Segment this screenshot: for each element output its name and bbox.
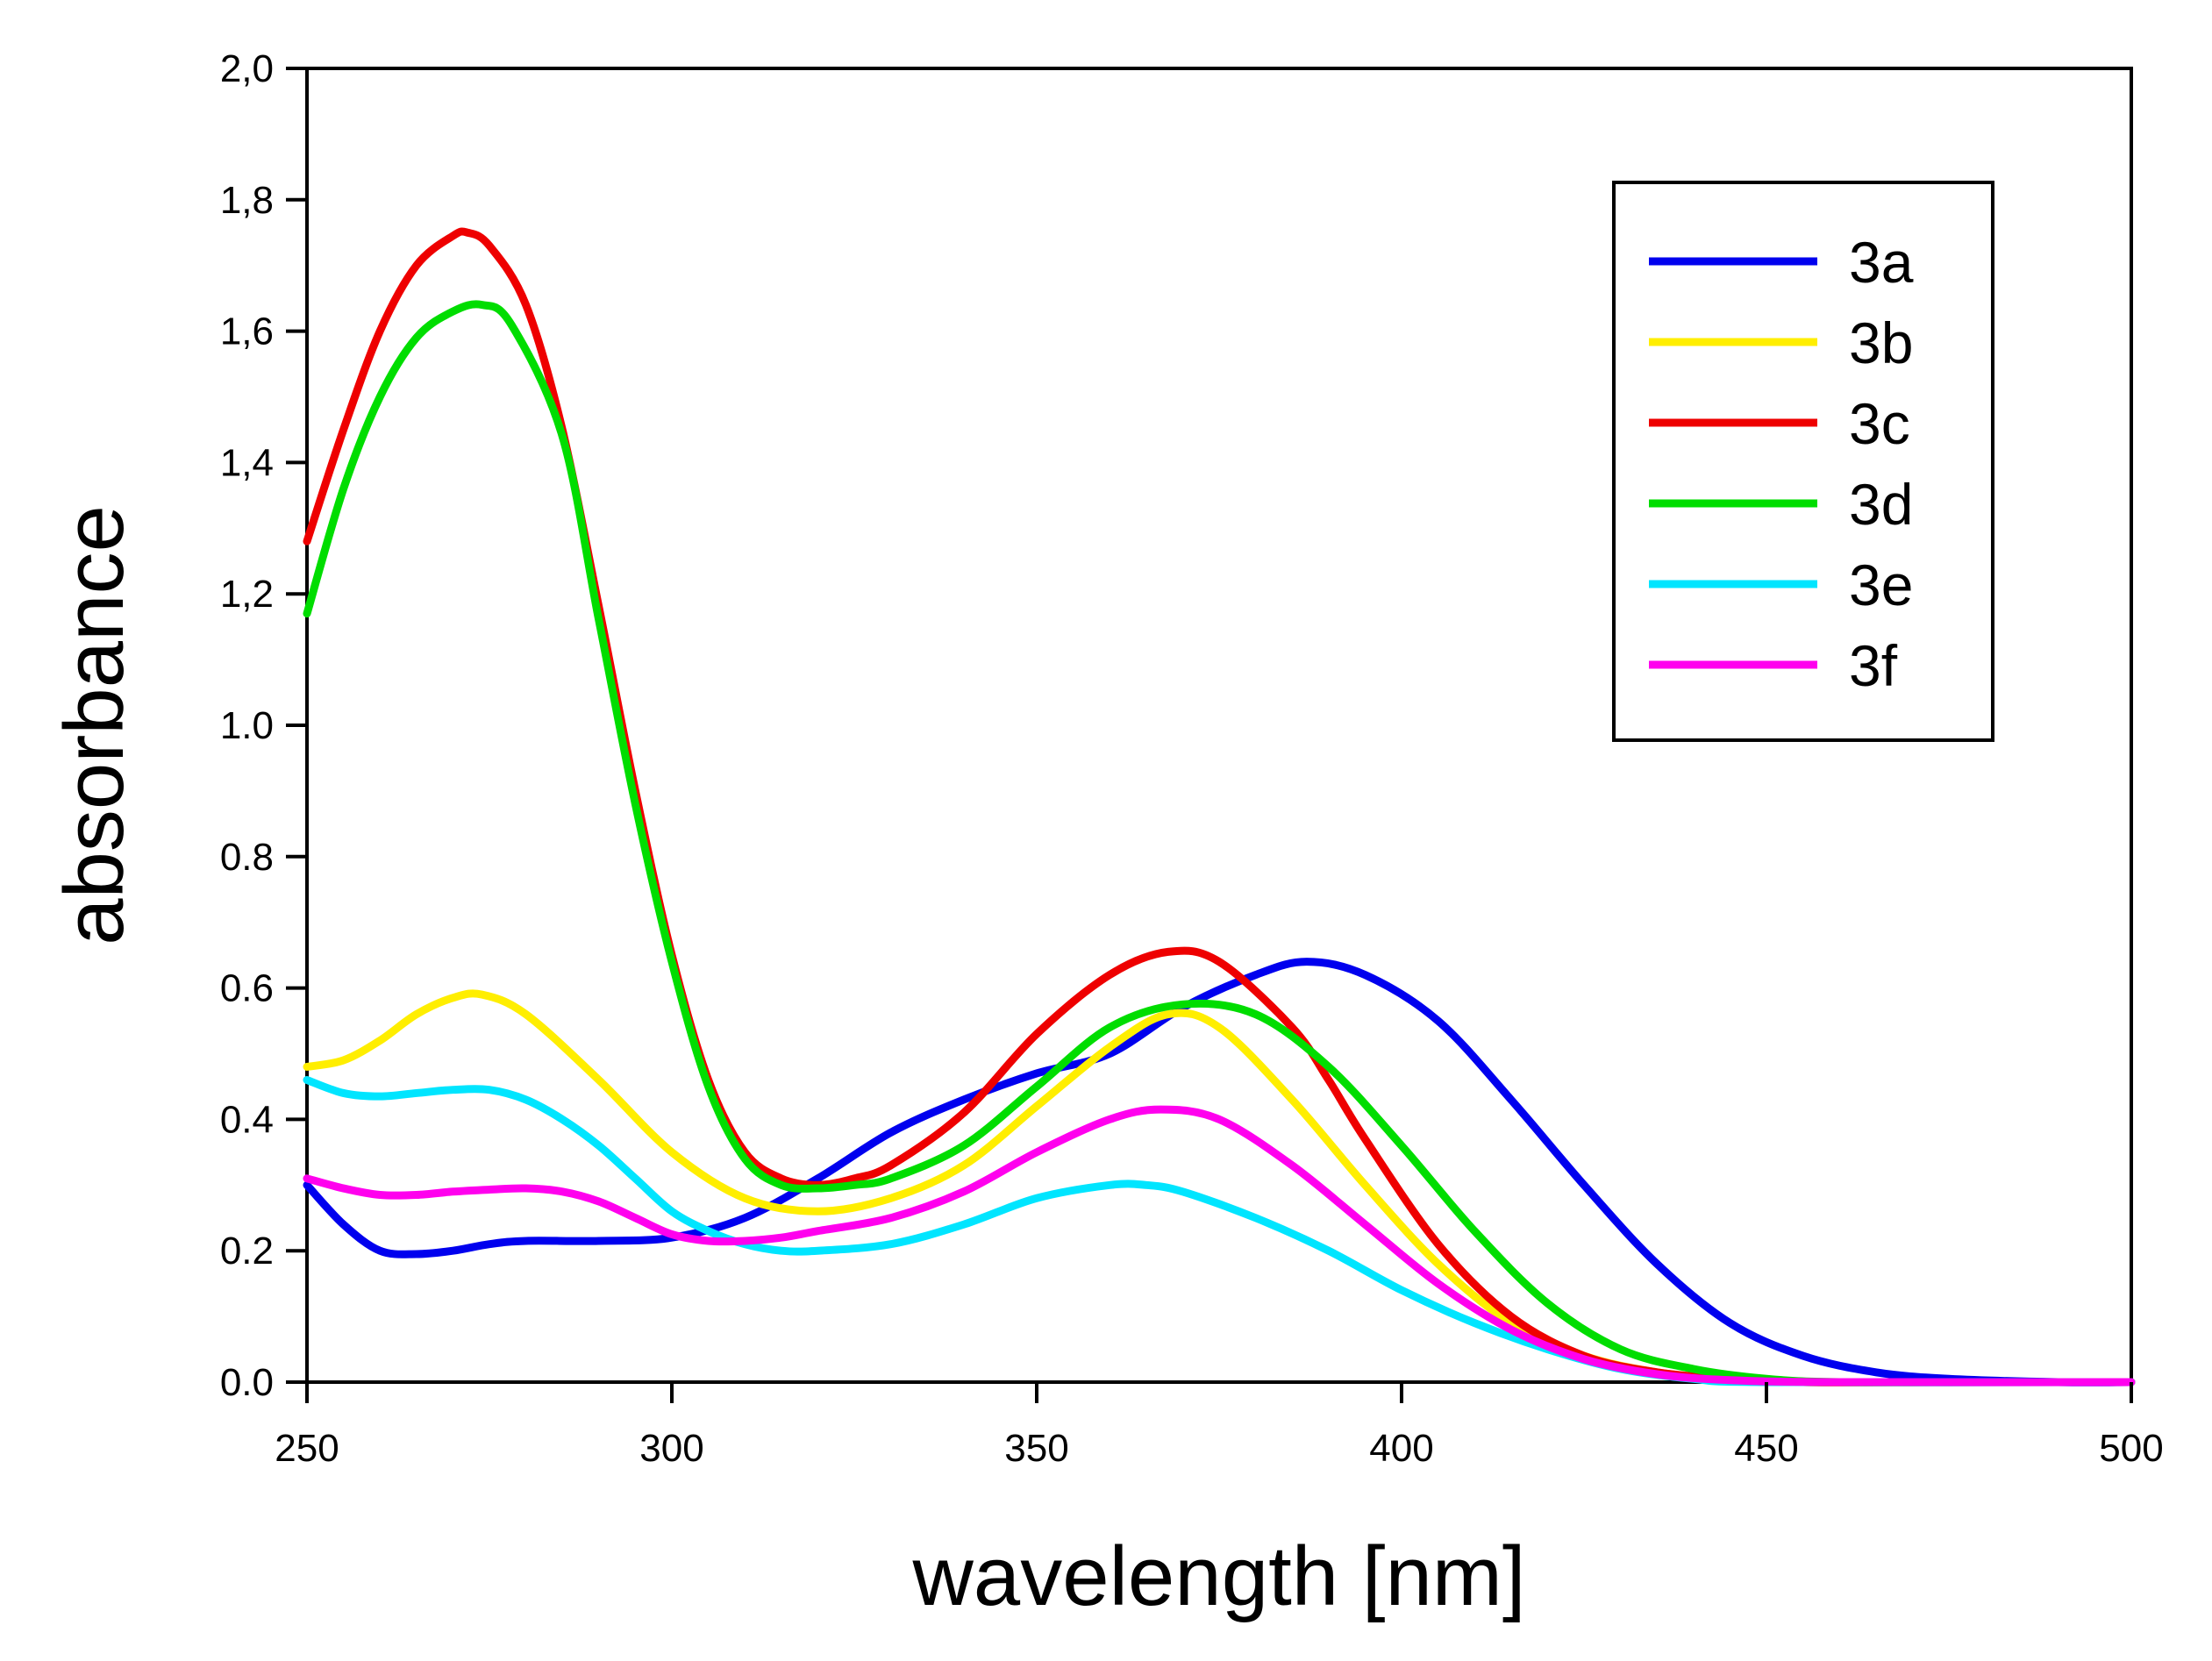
- legend-items: 3a 3b 3c 3d 3e 3f: [1649, 230, 1914, 698]
- legend-label-3f: 3f: [1849, 633, 1898, 698]
- legend-label-3b: 3b: [1849, 310, 1913, 375]
- x-tick-label: 500: [2099, 1427, 2163, 1470]
- x-tick-label: 350: [1004, 1427, 1068, 1470]
- y-axis-title: absorbance: [47, 505, 141, 945]
- y-tick-label: 1,2: [220, 573, 274, 616]
- y-tick-label: 1,6: [220, 310, 274, 353]
- x-tick-label: 450: [1734, 1427, 1798, 1470]
- series-layer: [303, 227, 2136, 1387]
- y-axis-ticks: 0.0 0.2 0.4 0.6 0.8 1.0 1,2 1,4 1,6 1,8 2,0: [220, 47, 307, 1404]
- legend-label-3e: 3e: [1849, 552, 1913, 617]
- y-tick-label: 1,8: [220, 179, 274, 222]
- x-tick-label: 300: [639, 1427, 703, 1470]
- y-tick-label: 0.6: [220, 967, 274, 1010]
- x-tick-label: 400: [1369, 1427, 1433, 1470]
- y-tick-label: 1,4: [220, 441, 274, 484]
- x-axis-title: wavelength [nm]: [911, 1529, 1525, 1623]
- y-tick-label: 2,0: [220, 47, 274, 90]
- series-line-3f: [303, 1105, 2136, 1387]
- legend-label-3a: 3a: [1849, 230, 1914, 295]
- x-tick-label: 250: [275, 1427, 339, 1470]
- y-tick-label: 1.0: [220, 704, 274, 747]
- y-tick-label: 0.4: [220, 1098, 274, 1141]
- series-line-3e: [303, 1075, 2136, 1387]
- legend-label-3c: 3c: [1849, 391, 1910, 456]
- series-line-3d: [303, 300, 2136, 1387]
- x-axis-ticks: 250 300 350 400 450 500: [275, 1382, 2164, 1470]
- legend-label-3d: 3d: [1849, 472, 1913, 537]
- y-tick-label: 0.0: [220, 1361, 274, 1404]
- y-tick-label: 0.8: [220, 836, 274, 879]
- series-line-3b: [303, 989, 2136, 1387]
- legend: 3a 3b 3c 3d 3e 3f: [1612, 181, 1994, 742]
- y-tick-label: 0.2: [220, 1230, 274, 1272]
- legend-box: [1612, 181, 1994, 742]
